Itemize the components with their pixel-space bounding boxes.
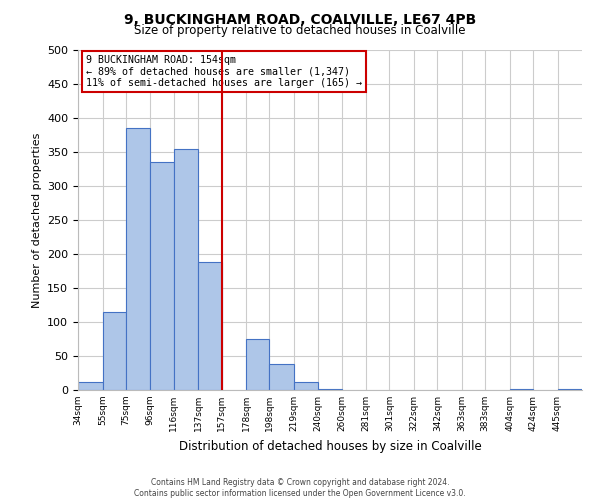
Bar [198,262,221,390]
Bar [151,162,173,390]
Text: Contains HM Land Registry data © Crown copyright and database right 2024.
Contai: Contains HM Land Registry data © Crown c… [134,478,466,498]
X-axis label: Distribution of detached houses by size in Coalville: Distribution of detached houses by size … [179,440,481,452]
Text: Size of property relative to detached houses in Coalville: Size of property relative to detached ho… [134,24,466,37]
Bar [246,339,269,390]
Bar [269,364,294,390]
Bar [509,388,533,390]
Text: 9, BUCKINGHAM ROAD, COALVILLE, LE67 4PB: 9, BUCKINGHAM ROAD, COALVILLE, LE67 4PB [124,12,476,26]
Text: 9 BUCKINGHAM ROAD: 154sqm
← 89% of detached houses are smaller (1,347)
11% of se: 9 BUCKINGHAM ROAD: 154sqm ← 89% of detac… [86,55,362,88]
Bar [319,388,341,390]
Bar [294,382,319,390]
Y-axis label: Number of detached properties: Number of detached properties [32,132,41,308]
Bar [78,382,103,390]
Bar [126,128,151,390]
Bar [103,312,126,390]
Bar [557,388,582,390]
Bar [173,148,198,390]
